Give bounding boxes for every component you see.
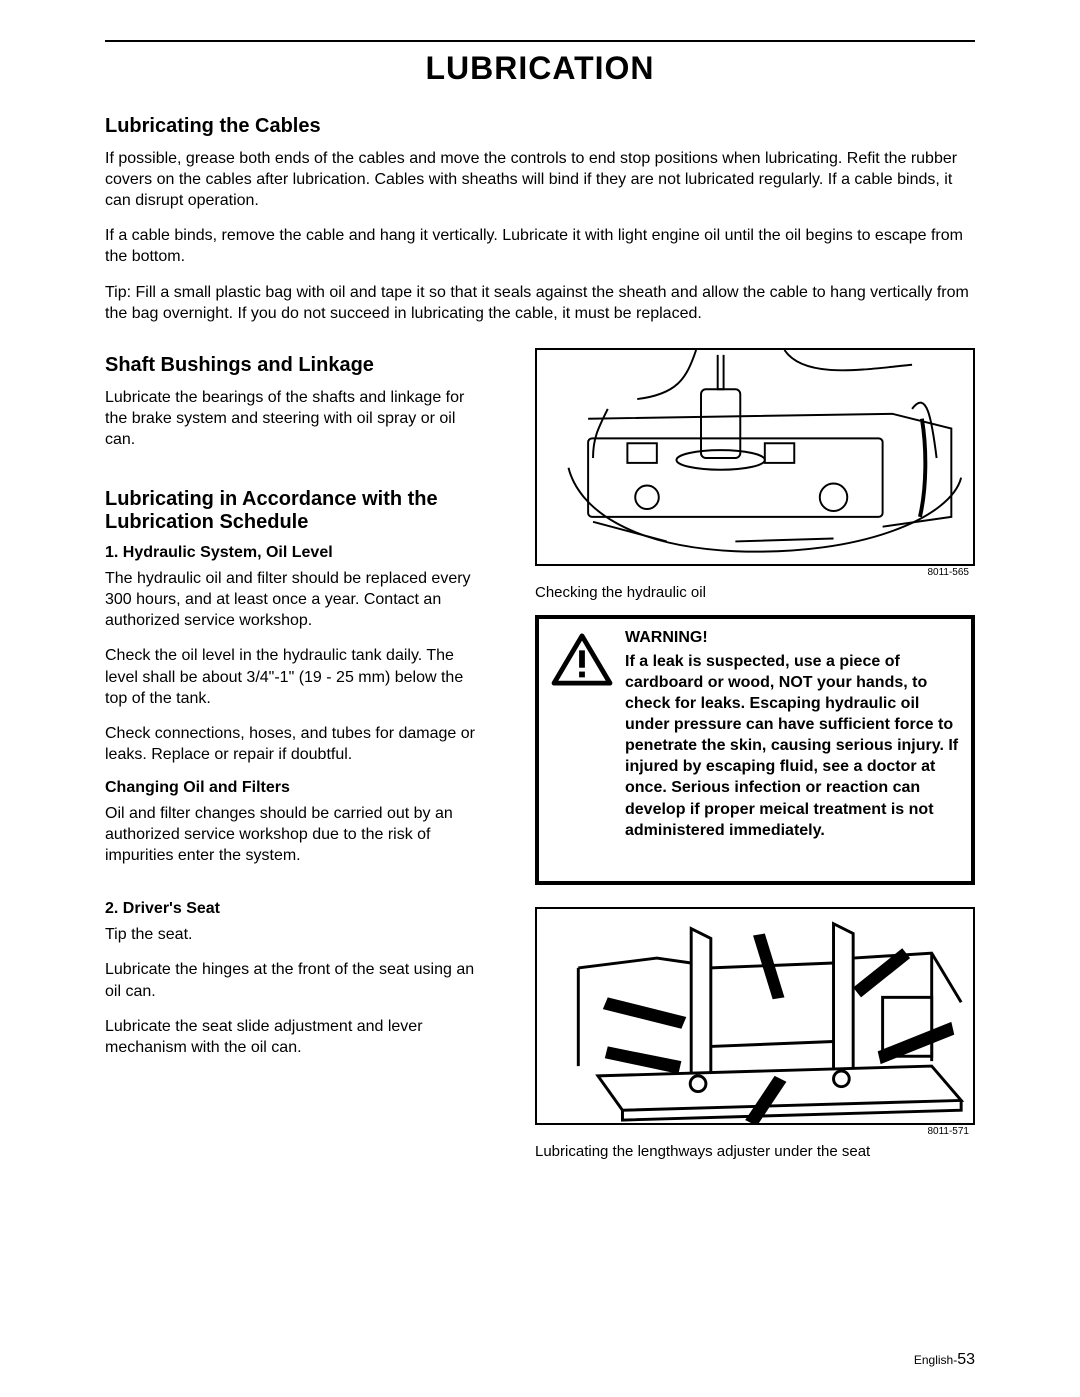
warning-box: WARNING! If a leak is suspected, use a p… (535, 615, 975, 885)
footer-page-number: 53 (957, 1351, 975, 1368)
item1-p1: The hydraulic oil and filter should be r… (105, 568, 485, 631)
figure-seat-adjuster: 8011-571 (535, 907, 975, 1125)
page-footer: English-53 (914, 1351, 975, 1369)
figure-hydraulic-oil: 8011-565 (535, 348, 975, 566)
cables-p1: If possible, grease both ends of the cab… (105, 148, 975, 211)
top-rule (105, 40, 975, 42)
figure2-id: 8011-571 (927, 1126, 969, 1137)
right-column: 8011-565 Checking the hydraulic oil WARN… (535, 348, 975, 1174)
two-column-layout: Shaft Bushings and Linkage Lubricate the… (105, 348, 975, 1174)
page-content: LUBRICATION Lubricating the Cables If po… (105, 40, 975, 1174)
warning-title: WARNING! (625, 629, 959, 647)
page-title: LUBRICATION (105, 50, 975, 87)
heading-cables: Lubricating the Cables (105, 115, 975, 138)
item1-p3: Check connections, hoses, and tubes for … (105, 723, 485, 765)
hydraulic-oil-illustration (537, 350, 973, 564)
warning-body: If a leak is suspected, use a piece of c… (625, 651, 959, 841)
heading-shaft: Shaft Bushings and Linkage (105, 354, 485, 377)
cables-p3: Tip: Fill a small plastic bag with oil a… (105, 282, 975, 324)
heading-schedule: Lubricating in Accordance with the Lubri… (105, 488, 485, 534)
figure1-id: 8011-565 (927, 567, 969, 578)
item2-p3: Lubricate the seat slide adjustment and … (105, 1016, 485, 1058)
warning-icon (551, 633, 613, 687)
item2-p2: Lubricate the hinges at the front of the… (105, 959, 485, 1001)
item2-heading: 2. Driver's Seat (105, 900, 485, 918)
figure2-caption: Lubricating the lengthways adjuster unde… (535, 1143, 975, 1160)
warning-text: WARNING! If a leak is suspected, use a p… (625, 629, 959, 841)
item2-p1: Tip the seat. (105, 924, 485, 945)
left-column: Shaft Bushings and Linkage Lubricate the… (105, 348, 485, 1174)
figure1-caption: Checking the hydraulic oil (535, 584, 975, 601)
item1b-p1: Oil and filter changes should be carried… (105, 803, 485, 866)
footer-lang: English- (914, 1353, 957, 1367)
item1-heading: 1. Hydraulic System, Oil Level (105, 544, 485, 562)
cables-p2: If a cable binds, remove the cable and h… (105, 225, 975, 267)
seat-adjuster-illustration (537, 909, 973, 1123)
item1-p2: Check the oil level in the hydraulic tan… (105, 645, 485, 708)
shaft-p1: Lubricate the bearings of the shafts and… (105, 387, 485, 450)
item1b-heading: Changing Oil and Filters (105, 779, 485, 797)
